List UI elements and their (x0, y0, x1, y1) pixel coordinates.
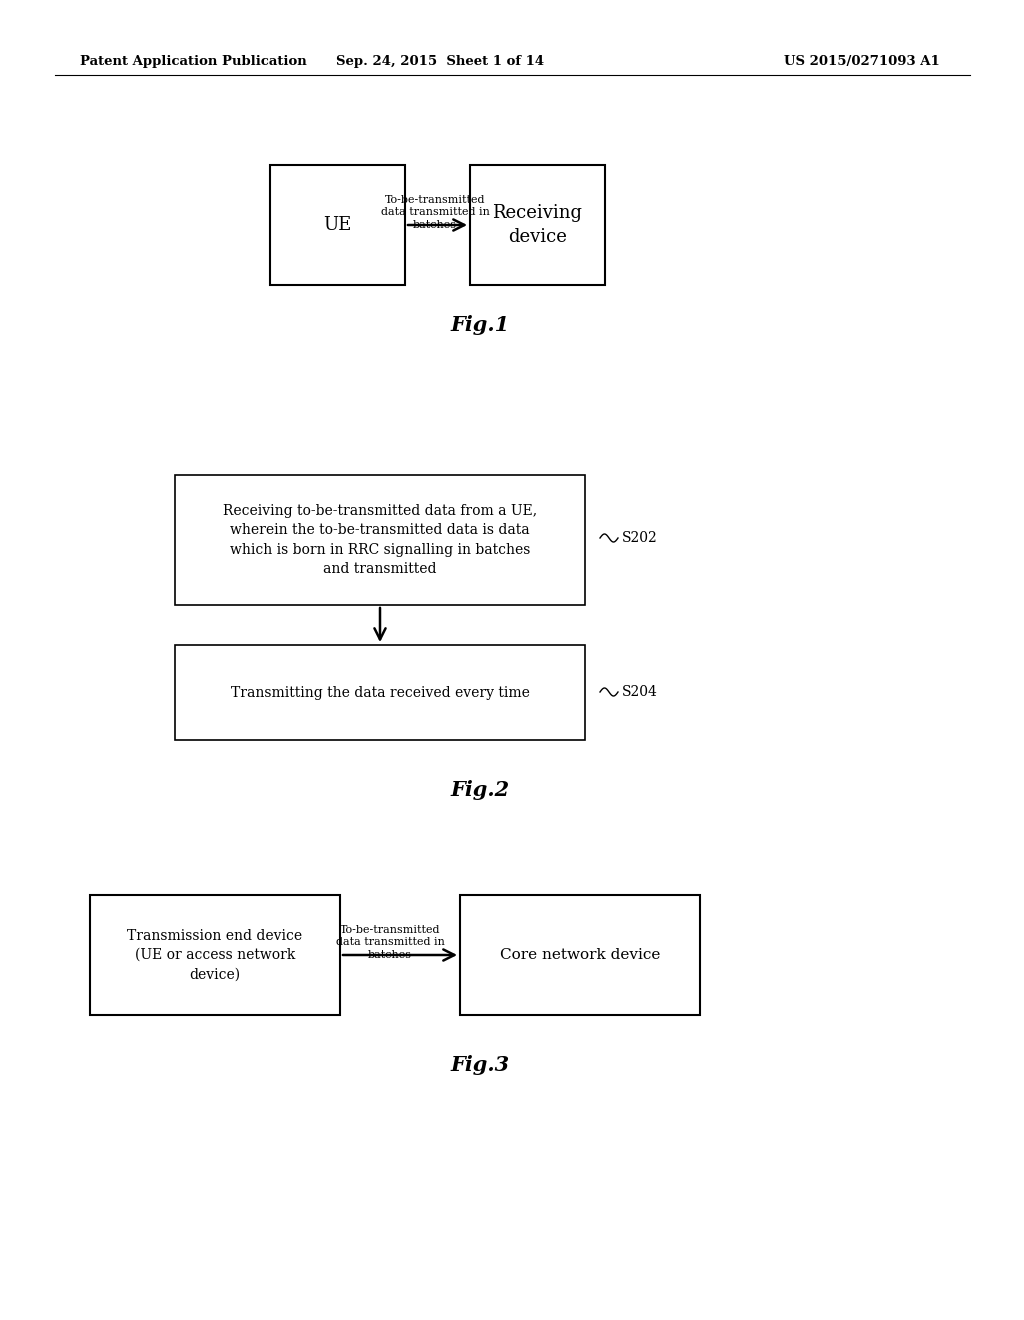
Bar (470, 165, 605, 285)
Text: Receiving to-be-transmitted data from a UE,
wherein the to-be-transmitted data i: Receiving to-be-transmitted data from a … (223, 504, 537, 577)
Text: Fig.2: Fig.2 (451, 780, 510, 800)
Text: US 2015/0271093 A1: US 2015/0271093 A1 (784, 55, 940, 69)
Bar (270, 165, 406, 285)
Text: Fig.3: Fig.3 (451, 1055, 510, 1074)
Text: S202: S202 (622, 531, 657, 545)
Text: Sep. 24, 2015  Sheet 1 of 14: Sep. 24, 2015 Sheet 1 of 14 (336, 55, 544, 69)
Text: Transmitting the data received every time: Transmitting the data received every tim… (230, 685, 529, 700)
Bar (90, 895, 340, 1015)
Bar (175, 645, 585, 741)
Text: To-be-transmitted
data transmitted in
batches: To-be-transmitted data transmitted in ba… (381, 195, 489, 230)
Text: Core network device: Core network device (500, 948, 660, 962)
Text: S204: S204 (622, 685, 657, 700)
Bar (175, 475, 585, 605)
Text: Receiving
device: Receiving device (493, 205, 583, 246)
Bar (460, 895, 700, 1015)
Text: UE: UE (324, 216, 351, 234)
Text: Patent Application Publication: Patent Application Publication (80, 55, 307, 69)
Text: Fig.1: Fig.1 (451, 315, 510, 335)
Text: Transmission end device
(UE or access network
device): Transmission end device (UE or access ne… (127, 928, 302, 982)
Text: To-be-transmitted
data transmitted in
batches: To-be-transmitted data transmitted in ba… (336, 925, 444, 960)
